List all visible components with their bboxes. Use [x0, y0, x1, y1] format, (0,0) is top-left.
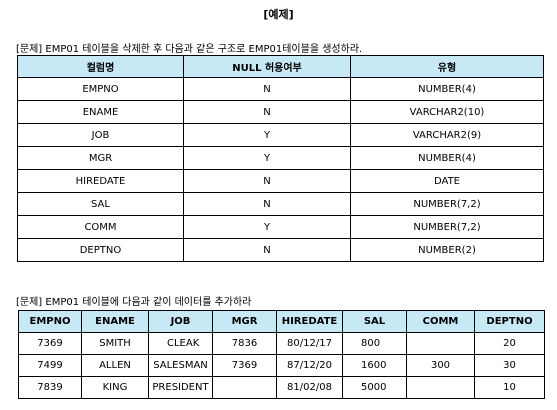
type-cell: NUMBER(2) — [350, 238, 544, 262]
ename-cell: SMITH — [81, 332, 149, 355]
insert-data-table: EMPNO ENAME JOB MGR HIREDATE SAL COMM DE… — [18, 310, 545, 399]
header-nullable: NULL 허용여부 — [183, 55, 351, 78]
column-name-cell: SAL — [17, 192, 184, 216]
mgr-cell — [212, 376, 277, 399]
empno-cell: 7839 — [18, 376, 82, 399]
column-name-cell: MGR — [17, 146, 184, 170]
problem-2-text: [문제] EMP01 테이블에 다음과 같이 데이터를 추가하라 — [16, 297, 252, 308]
nullable-cell: N — [183, 238, 351, 262]
header-comm: COMM — [406, 310, 475, 333]
empno-cell: 7499 — [18, 354, 82, 377]
header-job: JOB — [148, 310, 213, 333]
header-empno: EMPNO — [18, 310, 82, 333]
nullable-cell: Y — [183, 146, 351, 170]
type-cell: NUMBER(7,2) — [350, 192, 544, 216]
type-cell: NUMBER(7,2) — [350, 215, 544, 239]
column-definition-table: 컬럼명 NULL 허용여부 유형 EMPNO N NUMBER(4) ENAME N V… — [17, 55, 544, 262]
deptno-cell: 30 — [474, 354, 545, 377]
hiredate-cell: 80/12/17 — [276, 332, 343, 355]
column-name-cell: JOB — [17, 123, 184, 147]
deptno-cell: 20 — [474, 332, 545, 355]
table-row: 7499 ALLEN SALESMAN 7369 87/12/20 1600 3… — [18, 354, 545, 377]
header-sal: SAL — [342, 310, 407, 333]
job-cell: SALESMAN — [148, 354, 213, 377]
header-column-name: 컬럼명 — [17, 55, 184, 78]
header-hiredate: HIREDATE — [276, 310, 343, 333]
comm-cell — [406, 376, 475, 399]
table-row: COMM Y NUMBER(7,2) — [17, 215, 544, 239]
type-cell: NUMBER(4) — [350, 77, 544, 101]
deptno-cell: 10 — [474, 376, 545, 399]
table-row: MGR Y NUMBER(4) — [17, 146, 544, 170]
nullable-cell: N — [183, 100, 351, 124]
sal-cell: 5000 — [342, 376, 407, 399]
job-cell: CLEAK — [148, 332, 213, 355]
column-name-cell: ENAME — [17, 100, 184, 124]
header-mgr: MGR — [212, 310, 277, 333]
hiredate-cell: 87/12/20 — [276, 354, 343, 377]
column-name-cell: EMPNO — [17, 77, 184, 101]
nullable-cell: Y — [183, 215, 351, 239]
table-row: 7369 SMITH CLEAK 7836 80/12/17 800 20 — [18, 332, 545, 355]
table-row: ENAME N VARCHAR2(10) — [17, 100, 544, 124]
nullable-cell: N — [183, 192, 351, 216]
table-row: JOB Y VARCHAR2(9) — [17, 123, 544, 147]
table-row: DEPTNO N NUMBER(2) — [17, 238, 544, 262]
nullable-cell: N — [183, 77, 351, 101]
header-deptno: DEPTNO — [474, 310, 545, 333]
type-cell: VARCHAR2(9) — [350, 123, 544, 147]
column-name-cell: COMM — [17, 215, 184, 239]
nullable-cell: N — [183, 169, 351, 193]
hiredate-cell: 81/02/08 — [276, 376, 343, 399]
comm-cell: 300 — [406, 354, 475, 377]
mgr-cell: 7369 — [212, 354, 277, 377]
empno-cell: 7369 — [18, 332, 82, 355]
table-row: SAL N NUMBER(7,2) — [17, 192, 544, 216]
table-row: HIREDATE N DATE — [17, 169, 544, 193]
column-name-cell: HIREDATE — [17, 169, 184, 193]
ename-cell: ALLEN — [81, 354, 149, 377]
sal-cell: 800 — [342, 332, 407, 355]
type-cell: VARCHAR2(10) — [350, 100, 544, 124]
header-type: 유형 — [350, 55, 544, 78]
nullable-cell: Y — [183, 123, 351, 147]
page-title: [예제] — [263, 8, 294, 21]
table-row: 7839 KING PRESIDENT 81/02/08 5000 10 — [18, 376, 545, 399]
table-row: EMPNO N NUMBER(4) — [17, 77, 544, 101]
comm-cell — [406, 332, 475, 355]
type-cell: DATE — [350, 169, 544, 193]
mgr-cell: 7836 — [212, 332, 277, 355]
column-name-cell: DEPTNO — [17, 238, 184, 262]
type-cell: NUMBER(4) — [350, 146, 544, 170]
table-header-row: EMPNO ENAME JOB MGR HIREDATE SAL COMM DE… — [18, 310, 545, 333]
ename-cell: KING — [81, 376, 149, 399]
sal-cell: 1600 — [342, 354, 407, 377]
problem-1-text: [문제] EMP01 테이블을 삭제한 후 다음과 같은 구조로 EMP01테이… — [16, 44, 363, 55]
header-ename: ENAME — [81, 310, 149, 333]
table-header-row: 컬럼명 NULL 허용여부 유형 — [17, 55, 544, 78]
job-cell: PRESIDENT — [148, 376, 213, 399]
